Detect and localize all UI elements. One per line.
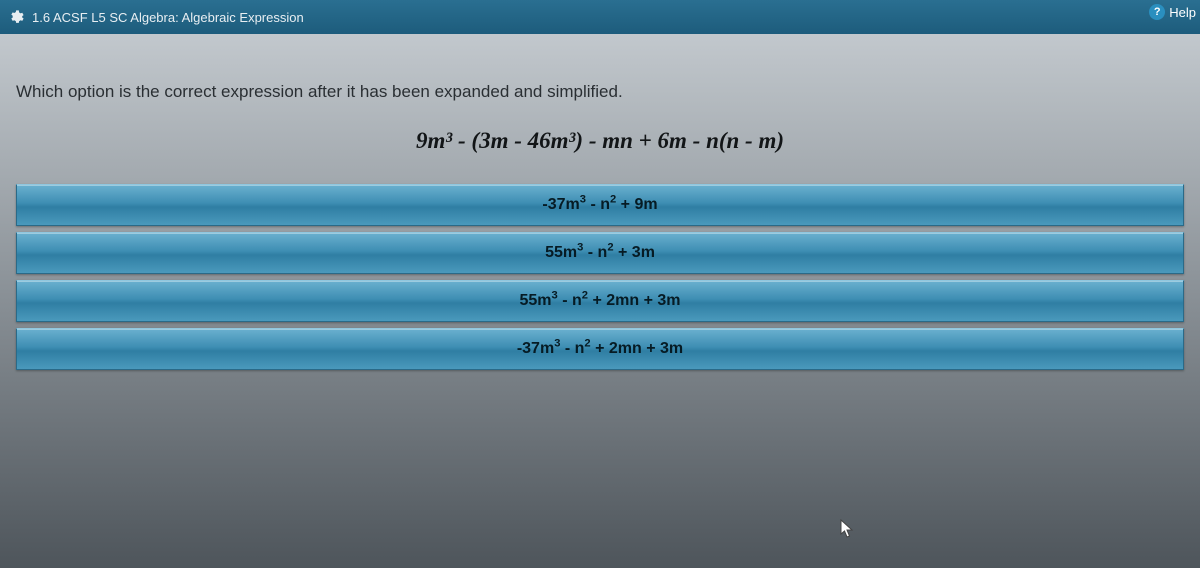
header-bar: 1.6 ACSF L5 SC Algebra: Algebraic Expres… (0, 0, 1200, 34)
option-label: -37m3 - n2 + 9m (542, 196, 657, 214)
help-button[interactable]: ? Help (1149, 4, 1196, 20)
cursor-icon (840, 519, 854, 539)
options-list: -37m3 - n2 + 9m 55m3 - n2 + 3m 55m3 - n2… (0, 184, 1200, 370)
help-icon: ? (1149, 4, 1165, 20)
breadcrumb: 1.6 ACSF L5 SC Algebra: Algebraic Expres… (32, 10, 304, 25)
option-3[interactable]: -37m3 - n2 + 2mn + 3m (16, 328, 1184, 370)
help-label: Help (1169, 5, 1196, 20)
gear-icon (8, 9, 24, 25)
question-expression: 9m³ - (3m - 46m³) - mn + 6m - n(n - m) (0, 128, 1200, 154)
option-0[interactable]: -37m3 - n2 + 9m (16, 184, 1184, 226)
option-label: 55m3 - n2 + 3m (545, 244, 655, 262)
option-label: -37m3 - n2 + 2mn + 3m (517, 340, 683, 358)
option-1[interactable]: 55m3 - n2 + 3m (16, 232, 1184, 274)
option-2[interactable]: 55m3 - n2 + 2mn + 3m (16, 280, 1184, 322)
option-label: 55m3 - n2 + 2mn + 3m (520, 292, 681, 310)
question-prompt: Which option is the correct expression a… (0, 34, 1200, 122)
content-area: Which option is the correct expression a… (0, 34, 1200, 568)
